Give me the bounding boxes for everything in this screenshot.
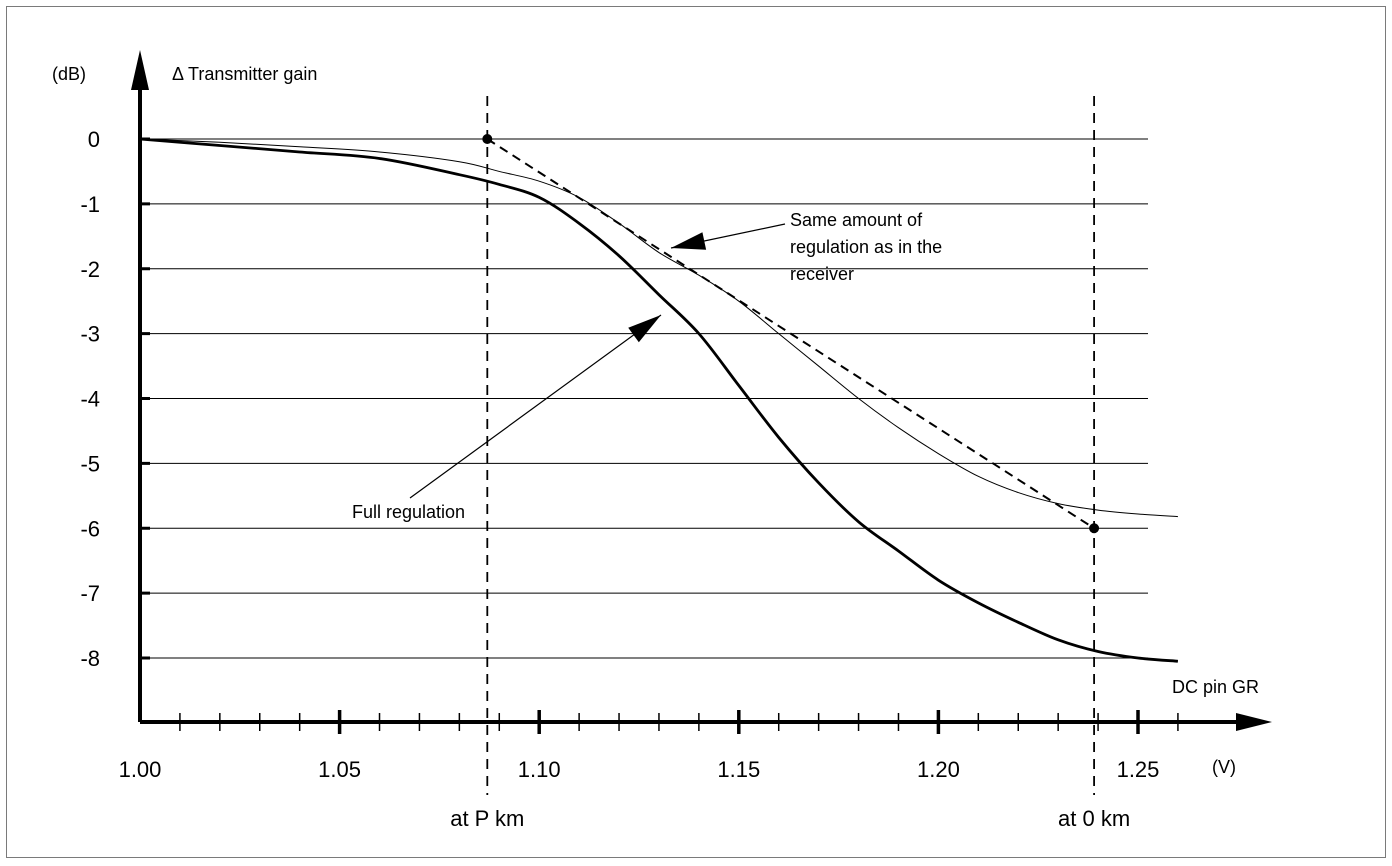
y-tick-label: -8 — [80, 646, 100, 671]
x-tick-label: 1.10 — [518, 757, 561, 782]
annotation-receiver-text: Same amount of — [790, 210, 923, 230]
y-axis-title: Δ Transmitter gain — [172, 64, 317, 84]
y-tick-label: -5 — [80, 451, 100, 476]
x-tick-label: 1.20 — [917, 757, 960, 782]
series-full-regulation — [139, 137, 1179, 663]
annotation-full-arrow-line — [409, 314, 662, 499]
marker-label: at 0 km — [1058, 806, 1130, 831]
annotation-receiver-arrow-head — [671, 232, 707, 250]
annotation-receiver-text: receiver — [790, 264, 854, 284]
series-receiver-regulation — [139, 138, 1178, 518]
x-axis-title: DC pin GR — [1172, 677, 1259, 697]
y-tick-label: -4 — [80, 387, 100, 412]
x-unit-label: (V) — [1212, 757, 1236, 777]
x-tick-label: 1.15 — [717, 757, 760, 782]
series-dashed-point — [482, 134, 493, 144]
series-dashed-line — [486, 138, 1095, 530]
y-tick-label: -2 — [80, 257, 100, 282]
annotation-full-text: Full regulation — [352, 502, 465, 522]
x-tick-label: 1.25 — [1117, 757, 1160, 782]
y-tick-label: 0 — [88, 127, 100, 152]
x-axis-arrow — [1236, 713, 1272, 731]
y-axis-arrow — [131, 50, 149, 90]
annotation-receiver-text: regulation as in the — [790, 237, 942, 257]
x-tick-label: 1.00 — [119, 757, 162, 782]
y-tick-label: -6 — [80, 516, 100, 541]
y-unit-label: (dB) — [52, 64, 86, 84]
y-tick-label: -3 — [80, 322, 100, 347]
y-tick-label: -1 — [80, 192, 100, 217]
annotation-full-arrow-head — [628, 315, 661, 343]
marker-label: at P km — [450, 806, 524, 831]
y-tick-label: -7 — [80, 581, 100, 606]
series-dashed-point — [1089, 523, 1100, 534]
x-tick-label: 1.05 — [318, 757, 361, 782]
